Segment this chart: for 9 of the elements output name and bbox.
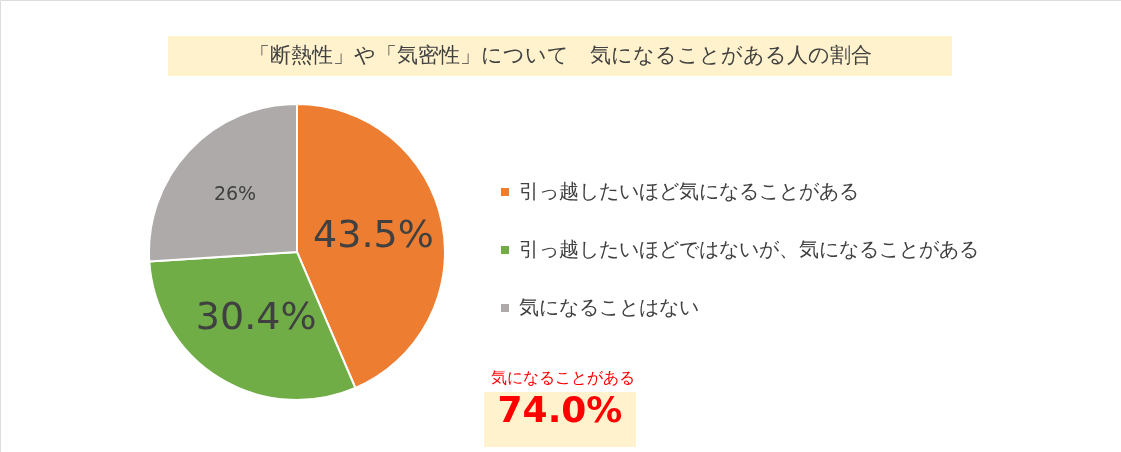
chart-title: 「断熱性」や「気密性」について 気になることがある人の割合 (248, 43, 872, 67)
legend-label: 引っ越したいほどではないが、気になることがある (519, 237, 979, 261)
text: 気になることがある (491, 368, 635, 387)
legend-label: 気になることはない (519, 295, 699, 319)
text: 74.0% (497, 389, 623, 430)
data-label: 26% (213, 181, 257, 204)
legend-label: 引っ越したいほど気になることがある (519, 179, 859, 203)
data-label: 30.4% (195, 294, 317, 339)
data-label: 43.5% (313, 212, 434, 257)
